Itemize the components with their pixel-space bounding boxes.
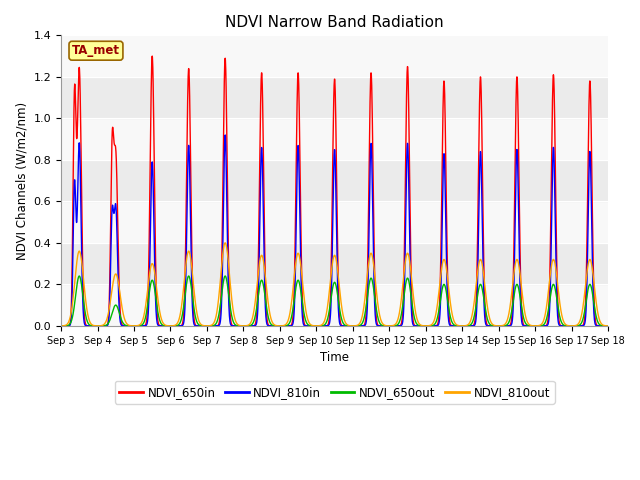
NDVI_650in [120,323,127,329]
NDVI_650out [76,273,83,279]
NDVI_810out [594,309,602,314]
NDVI_810out [535,323,543,328]
NDVI_650in [604,323,612,329]
Bar [61,119,608,160]
NDVI_810in [594,323,602,329]
NDVI_810out [221,240,229,246]
Bar [61,36,608,77]
NDVI_650in [57,323,65,329]
NDVI_810in [120,323,127,329]
Bar [61,160,608,201]
NDVI_650in [148,53,156,59]
NDVI_810out [57,323,65,329]
NDVI_810in [267,323,275,329]
Bar [61,284,608,326]
NDVI_810in [604,323,612,329]
Line: NDVI_810out: NDVI_810out [61,243,608,326]
Bar [61,201,608,243]
NDVI_810in [291,295,298,301]
NDVI_650in [594,323,602,328]
NDVI_650out [120,321,127,327]
NDVI_650out [535,323,543,329]
NDVI_810out [267,316,275,322]
NDVI_650out [57,323,65,329]
Line: NDVI_650out: NDVI_650out [61,276,608,326]
NDVI_810in [152,305,160,311]
NDVI_650in [267,323,275,329]
NDVI_650out [594,318,602,324]
X-axis label: Time: Time [320,351,349,364]
Bar [61,77,608,119]
Legend: NDVI_650in, NDVI_810in, NDVI_650out, NDVI_810out: NDVI_650in, NDVI_810in, NDVI_650out, NDV… [115,381,555,404]
NDVI_650in [535,323,543,329]
NDVI_650in [152,281,160,287]
NDVI_650out [152,297,160,302]
Line: NDVI_810in: NDVI_810in [61,135,608,326]
NDVI_810out [120,312,127,318]
NDVI_810out [604,323,612,329]
NDVI_650out [604,323,612,329]
NDVI_810in [57,323,65,329]
Title: NDVI Narrow Band Radiation: NDVI Narrow Band Radiation [225,15,444,30]
NDVI_650in [291,262,298,268]
NDVI_650out [291,293,298,299]
NDVI_810out [291,269,298,275]
Bar [61,243,608,284]
NDVI_810out [152,279,160,285]
NDVI_810in [535,323,543,329]
NDVI_810in [221,132,229,138]
NDVI_650out [267,321,275,327]
Text: TA_met: TA_met [72,44,120,57]
Line: NDVI_650in: NDVI_650in [61,56,608,326]
Y-axis label: NDVI Channels (W/m2/nm): NDVI Channels (W/m2/nm) [15,101,28,260]
